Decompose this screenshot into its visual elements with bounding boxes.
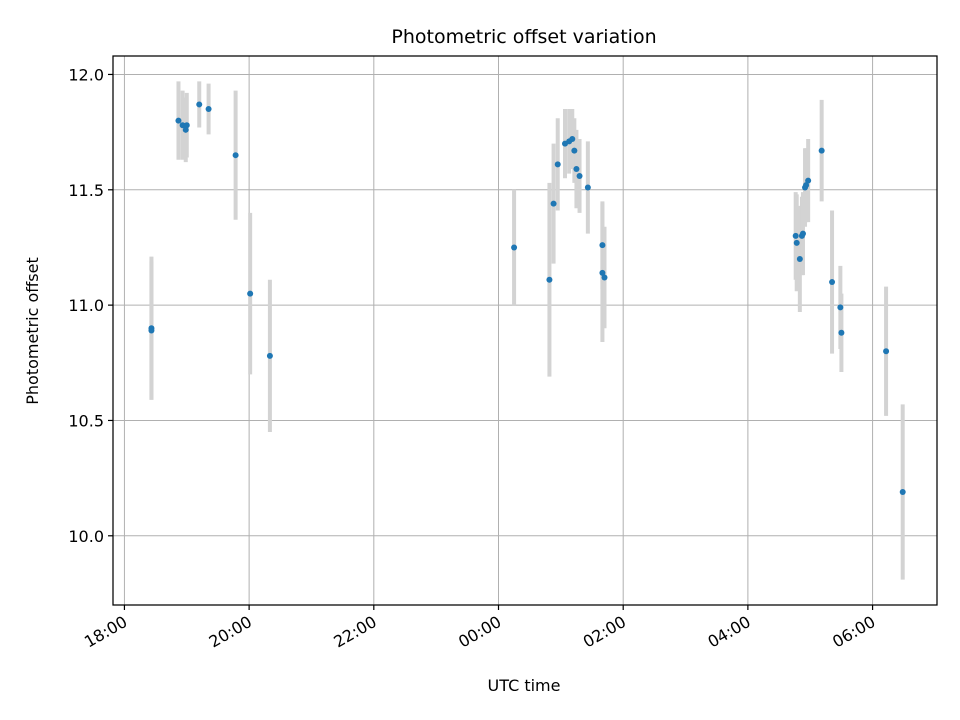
- data-point: [571, 147, 578, 154]
- data-point: [796, 255, 803, 262]
- data-point: [179, 122, 186, 129]
- data-points: [148, 101, 906, 495]
- plot-frame: [112, 55, 938, 606]
- data-point: [601, 274, 608, 281]
- y-axis-label: Photometric offset: [23, 257, 42, 405]
- data-point: [792, 232, 799, 239]
- data-point: [196, 101, 203, 108]
- data-point: [576, 172, 583, 179]
- data-point: [883, 348, 890, 355]
- data-point: [266, 352, 273, 359]
- data-point: [838, 329, 845, 336]
- data-point: [818, 147, 825, 154]
- y-axis-ticks: 10.0 10.5 11.0 11.5 12.0: [68, 65, 113, 546]
- y-tick-label: 10.0: [68, 527, 104, 546]
- data-point: [175, 117, 182, 124]
- data-point: [805, 177, 812, 184]
- y-tick-label: 12.0: [68, 65, 104, 84]
- data-point: [550, 200, 557, 207]
- data-point: [182, 126, 189, 133]
- y-tick-label: 11.0: [68, 296, 104, 315]
- data-point: [554, 161, 561, 168]
- data-point: [829, 279, 836, 286]
- chart-title: Photometric offset variation: [391, 26, 656, 48]
- data-point: [793, 239, 800, 246]
- data-point: [232, 152, 239, 159]
- data-point: [573, 166, 580, 173]
- data-point: [584, 184, 591, 191]
- data-point: [569, 136, 576, 143]
- data-point: [837, 304, 844, 311]
- data-point: [599, 269, 606, 276]
- data-point: [205, 106, 212, 113]
- data-point: [803, 182, 810, 189]
- data-point: [799, 230, 806, 237]
- x-axis-label: UTC time: [488, 676, 561, 695]
- data-point: [183, 122, 190, 129]
- y-tick-label: 10.5: [68, 411, 104, 430]
- data-point: [511, 244, 518, 251]
- data-point: [899, 488, 906, 495]
- y-tick-label: 11.5: [68, 181, 104, 200]
- data-point: [599, 242, 606, 249]
- data-point: [148, 327, 155, 334]
- data-point: [247, 290, 254, 297]
- data-point: [546, 276, 553, 283]
